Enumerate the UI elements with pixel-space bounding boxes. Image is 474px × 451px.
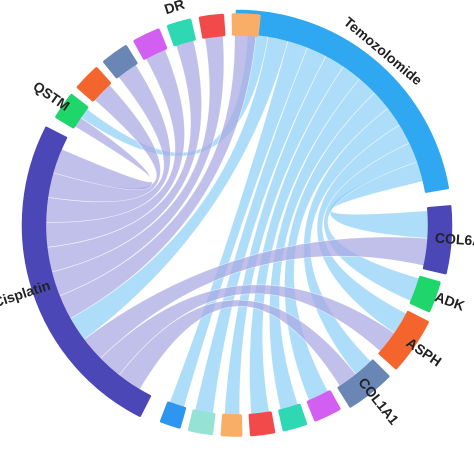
label-adk: ADK	[433, 288, 467, 313]
node-arc-col1a1	[337, 359, 390, 408]
node-arc-t_purple	[306, 390, 341, 422]
node-arc-t_mint	[188, 409, 216, 436]
node-arc-dr	[166, 18, 196, 47]
node-arc-c_violet	[133, 28, 168, 60]
node-arc-c_slate	[103, 45, 138, 79]
label-col6a2: COL6A2	[434, 230, 474, 250]
node-arc-c_orange	[76, 67, 111, 102]
node-arc-qstm	[55, 93, 89, 129]
node-arc-t_orange	[220, 413, 243, 437]
ribbon-layer	[45, 33, 429, 417]
node-arc-c_red	[198, 13, 226, 39]
label-qstm: QSTM	[30, 78, 72, 114]
node-arc-t_blue	[159, 401, 187, 429]
node-arc-asph	[378, 310, 429, 370]
node-arc-t_red	[248, 411, 276, 437]
node-arc-c_peach	[231, 13, 261, 37]
node-arc-adk	[409, 275, 441, 313]
node-arc-t_teal	[278, 403, 308, 432]
node-arc-col6a2	[422, 205, 453, 275]
node-arc-cisplatin	[21, 126, 152, 417]
label-dr: DR	[162, 0, 186, 17]
arc-layer	[21, 9, 453, 437]
